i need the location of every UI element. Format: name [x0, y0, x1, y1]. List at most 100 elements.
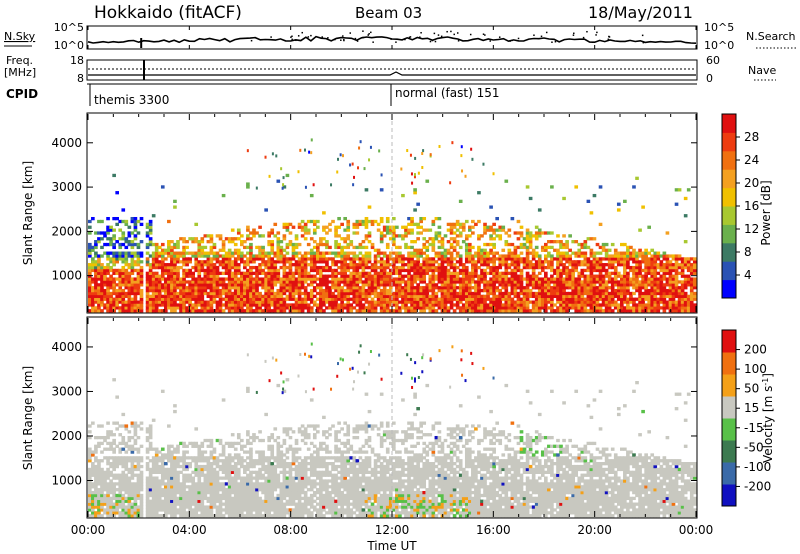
power-cell: [112, 260, 116, 264]
power-cell: [559, 240, 563, 244]
velocity-cell: [127, 508, 132, 512]
power-cell: [306, 277, 311, 281]
noise-search-point: [450, 30, 452, 33]
velocity-cell: [91, 502, 95, 506]
power-cell: [653, 263, 658, 267]
velocity-cell: [133, 464, 138, 469]
power-cell: [233, 263, 238, 267]
velocity-cell: [109, 464, 113, 469]
velocity-cell: [157, 499, 162, 503]
power-cell: [425, 240, 430, 244]
velocity-cell: [118, 496, 123, 501]
power-cell: [170, 286, 174, 290]
power-cell: [218, 300, 223, 304]
power-cell: [407, 228, 411, 232]
power-cell: [477, 257, 481, 261]
power-cell: [534, 303, 539, 307]
power-cell: [200, 254, 205, 258]
power-cell: [547, 294, 551, 299]
power-cell: [556, 263, 560, 267]
power-cell: [507, 300, 512, 304]
power-cell: [267, 288, 271, 293]
velocity-cell: [94, 488, 98, 492]
power-cell: [626, 254, 630, 258]
power-cell: [480, 309, 484, 313]
noise-search-point: [297, 35, 300, 37]
power-cell: [121, 303, 126, 307]
power-cell: [623, 242, 627, 247]
power-cell: [547, 283, 551, 287]
velocity-cell: [100, 473, 104, 477]
power-cell: [273, 280, 278, 284]
velocity-cell: [88, 490, 92, 495]
power-cell: [613, 306, 618, 310]
power-cell: [519, 280, 524, 284]
power-cell: [480, 251, 484, 255]
power-cell: [191, 240, 195, 244]
power-cell: [659, 306, 664, 310]
power-cell: [276, 237, 281, 241]
power-cell: [531, 277, 536, 281]
power-cell: [464, 294, 469, 299]
power-cell: [449, 286, 454, 290]
power-cell: [385, 257, 390, 261]
power-cell: [410, 228, 414, 232]
power-cell: [507, 280, 512, 284]
power-cell: [407, 222, 411, 227]
power-cell: [513, 274, 518, 278]
power-cell: [209, 271, 214, 275]
power-cell: [623, 251, 627, 255]
power-cell: [522, 277, 527, 281]
power-cell: [297, 222, 302, 227]
power-cell: [626, 286, 630, 290]
power-cell: [534, 245, 539, 250]
power-cell: [580, 260, 585, 264]
power-cell: [671, 277, 676, 281]
power-cell: [461, 263, 466, 267]
power-cell: [507, 242, 512, 247]
power-cell: [124, 294, 129, 299]
y-tick-label: 2000: [51, 224, 82, 238]
velocity-cell: [100, 470, 104, 474]
power-cell: [139, 300, 144, 304]
power-cell: [182, 248, 186, 252]
power-cell: [595, 306, 600, 310]
power-cell: [376, 274, 381, 278]
power-cell: [519, 245, 524, 250]
power-cell: [334, 245, 338, 250]
power-cell: [379, 297, 384, 301]
power-cell: [440, 291, 445, 296]
power-cell: [218, 297, 223, 301]
power-cell: [285, 277, 290, 281]
power-cell: [103, 231, 107, 235]
power-cell: [322, 254, 326, 258]
power-cell: [300, 291, 305, 296]
power-cell: [513, 300, 518, 304]
velocity-cell: [109, 479, 113, 483]
power-cell: [495, 286, 499, 290]
power-cell: [559, 263, 563, 267]
velocity-cell: [151, 476, 156, 480]
power-cell: [291, 254, 296, 258]
power-cell: [504, 300, 509, 304]
velocity-cell: [94, 511, 98, 515]
power-cell: [276, 248, 281, 252]
power-cell: [160, 257, 165, 261]
power-cell: [425, 286, 430, 290]
power-cell: [495, 251, 499, 255]
power-cell: [170, 268, 174, 273]
power-cell: [121, 257, 126, 261]
power-cell: [544, 309, 548, 313]
velocity-cell: [130, 424, 135, 428]
power-cell: [647, 280, 651, 284]
power-cell: [167, 254, 171, 258]
power-cell: [489, 288, 493, 293]
power-cell: [534, 260, 539, 264]
power-cell: [127, 309, 132, 313]
power-cell: [534, 306, 539, 310]
power-cell: [343, 306, 347, 310]
freq-tick-top: 18: [70, 54, 84, 67]
power-cell: [167, 297, 171, 301]
power-cell: [358, 306, 363, 310]
power-cell: [306, 219, 311, 224]
